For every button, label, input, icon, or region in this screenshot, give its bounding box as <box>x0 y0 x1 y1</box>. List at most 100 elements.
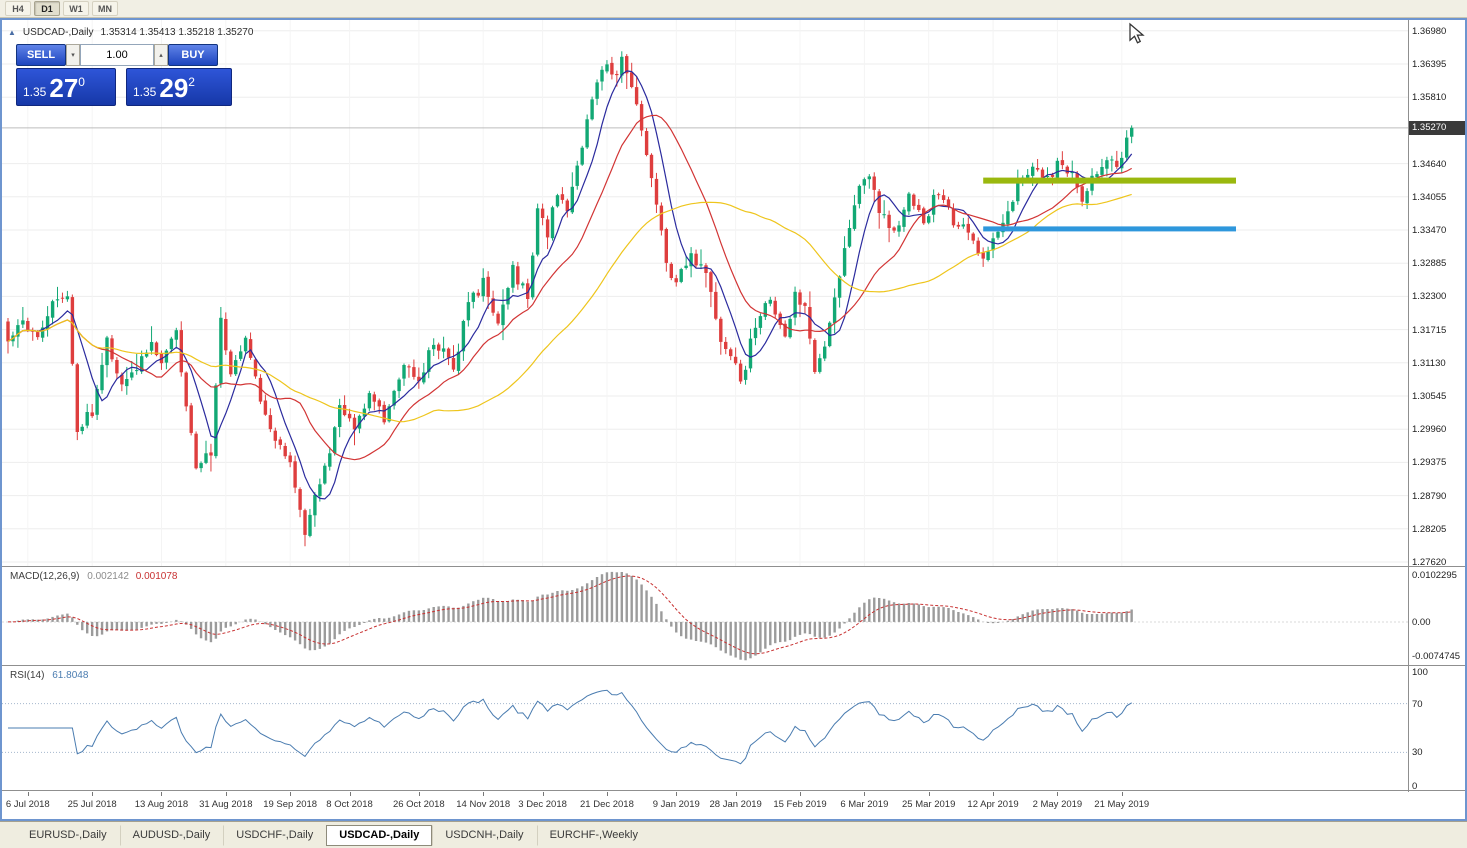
date-axis-label: 9 Jan 2019 <box>652 799 700 810</box>
macd-scale-label: 0.00 <box>1412 616 1431 628</box>
macd-panel-canvas[interactable] <box>2 568 1408 664</box>
price-scale-label: 1.33470 <box>1412 225 1447 236</box>
date-axis-label: 31 Aug 2018 <box>199 799 253 810</box>
date-axis-label: 21 May 2019 <box>1094 799 1150 810</box>
date-tick <box>542 792 544 796</box>
timeframe-button-h4[interactable]: H4 <box>5 1 31 16</box>
ma-mid-line <box>7 114 1132 461</box>
macd-main-value: 0.002142 <box>87 571 129 582</box>
price-chart-canvas[interactable] <box>2 20 1408 566</box>
date-tick <box>483 792 485 796</box>
price-grid <box>2 20 1408 566</box>
one-click-panel-toggle-icon[interactable]: ▲ <box>8 28 16 37</box>
macd-scale-label: 0.0102295 <box>1412 570 1457 582</box>
date-tick <box>27 792 29 796</box>
date-tick <box>92 792 94 796</box>
date-axis-label: 6 Mar 2019 <box>840 799 889 810</box>
date-tick <box>993 792 995 796</box>
rsi-scale-label: 30 <box>1412 747 1423 759</box>
price-scale-label: 1.31715 <box>1412 324 1447 336</box>
panel-separator <box>2 790 1465 791</box>
price-scale-label: 1.28790 <box>1412 490 1447 502</box>
date-axis-label: 13 Aug 2018 <box>134 799 189 810</box>
price-scale-label: 1.32300 <box>1412 291 1447 303</box>
timeframe-toolbar: H4 D1 W1 MN <box>0 0 1467 18</box>
rsi-line <box>8 689 1132 765</box>
macd-scale-label: -0.0074745 <box>1412 651 1461 663</box>
price-scale-label: 1.34055 <box>1412 191 1447 203</box>
macd-signal-line <box>8 575 1132 655</box>
date-axis-label: 19 Sep 2018 <box>263 799 318 810</box>
price-scale-label: 1.30545 <box>1412 391 1447 402</box>
date-tick <box>1057 792 1059 796</box>
date-tick <box>735 792 737 796</box>
date-tick <box>225 792 227 796</box>
current-price-badge: 1.35270 <box>1409 120 1465 135</box>
resistance-ray-green[interactable] <box>983 177 1236 184</box>
candlestick-series <box>6 51 1134 547</box>
chart-window: ▲ USDCAD-,Daily 1.35314 1.35413 1.35218 … <box>0 18 1467 821</box>
one-click-trading-panel: SELL ▾ 1.00 ▴ BUY 1.35 27 0 1.35 29 2 <box>16 44 232 106</box>
chart-tab-usdcnh[interactable]: USDCNH-,Daily <box>432 824 536 846</box>
price-scale-label: 1.31130 <box>1412 357 1446 369</box>
sell-price-pips: 27 <box>49 73 79 103</box>
date-axis-label: 2 May 2019 <box>1032 799 1083 810</box>
date-axis-label: 21 Dec 2018 <box>580 799 634 810</box>
rsi-scale-label: 100 <box>1412 667 1428 678</box>
chart-tab-bar: EURUSD-,Daily AUDUSD-,Daily USDCHF-,Daily U… <box>0 821 1467 848</box>
sell-button[interactable]: SELL <box>16 44 66 66</box>
price-scale[interactable]: 1.35270 1.36980 1.36395 1.35810 1.34640 1.34… <box>1409 20 1465 569</box>
date-tick <box>606 792 608 796</box>
date-tick <box>1121 792 1123 796</box>
rsi-scale-label: 70 <box>1412 698 1423 710</box>
date-tick <box>349 792 351 796</box>
ma-slow-line <box>7 193 1132 423</box>
macd-histogram <box>11 571 1133 661</box>
time-scale[interactable]: 6 Jul 2018 25 Jul 2018 13 Aug 2018 31 Aug 2… <box>2 792 1408 814</box>
sell-price-base: 1.35 <box>23 85 47 99</box>
price-scale-label: 1.32885 <box>1412 258 1447 270</box>
rsi-value: 61.8048 <box>52 670 89 681</box>
volume-step-down-icon[interactable]: ▾ <box>66 44 80 66</box>
macd-scale[interactable]: 0.0102295 0.00 -0.0074745 <box>1409 568 1465 664</box>
price-scale-label: 1.35810 <box>1412 92 1447 104</box>
mouse-cursor-icon <box>1129 22 1145 44</box>
rsi-scale[interactable]: 100 70 30 0 <box>1409 667 1465 792</box>
buy-quote-button[interactable]: 1.35 29 2 <box>126 68 232 106</box>
chart-tab-audusd[interactable]: AUDUSD-,Daily <box>119 824 224 846</box>
chart-tab-eurusd[interactable]: EURUSD-,Daily <box>29 829 107 841</box>
date-axis-label: 14 Nov 2018 <box>456 799 511 810</box>
date-tick <box>161 792 163 796</box>
timeframe-button-d1[interactable]: D1 <box>34 1 60 16</box>
chart-tab-usdchf[interactable]: USDCHF-,Daily <box>223 824 326 846</box>
price-scale-label: 1.29960 <box>1412 424 1447 436</box>
date-tick <box>418 792 420 796</box>
price-scale-label: 1.36395 <box>1412 58 1447 70</box>
date-tick <box>928 792 930 796</box>
buy-button[interactable]: BUY <box>168 44 218 66</box>
macd-signal-value: 0.001078 <box>135 571 178 582</box>
timeframe-button-mn[interactable]: MN <box>92 1 118 16</box>
support-ray-blue[interactable] <box>983 226 1236 232</box>
buy-price-fraction: 2 <box>188 75 195 89</box>
sell-price-fraction: 0 <box>78 75 85 89</box>
date-tick <box>290 792 292 796</box>
timeframe-button-w1[interactable]: W1 <box>63 1 89 16</box>
rsi-scale-label: 0 <box>1412 781 1418 792</box>
panel-separator[interactable] <box>2 566 1465 567</box>
volume-input[interactable]: 1.00 <box>80 44 154 66</box>
date-axis-label: 6 Jul 2018 <box>5 799 50 810</box>
ma-fast-line <box>7 70 1133 500</box>
price-scale-label: 1.27620 <box>1412 557 1447 569</box>
price-scale-label: 1.34640 <box>1412 158 1447 170</box>
buy-price-pips: 29 <box>159 73 189 103</box>
date-axis-label: 8 Oct 2018 <box>326 799 373 810</box>
sell-quote-button[interactable]: 1.35 27 0 <box>16 68 116 106</box>
panel-separator[interactable] <box>2 665 1465 666</box>
chart-tab-usdcad[interactable]: USDCAD-,Daily <box>326 824 433 846</box>
chart-tab-eurchf[interactable]: EURCHF-,Weekly <box>536 824 651 846</box>
macd-name: MACD(12,26,9) <box>10 571 80 582</box>
rsi-indicator-label: RSI(14) 61.8048 <box>10 670 88 681</box>
volume-step-up-icon[interactable]: ▴ <box>154 44 168 66</box>
rsi-panel-canvas[interactable] <box>2 667 1408 789</box>
